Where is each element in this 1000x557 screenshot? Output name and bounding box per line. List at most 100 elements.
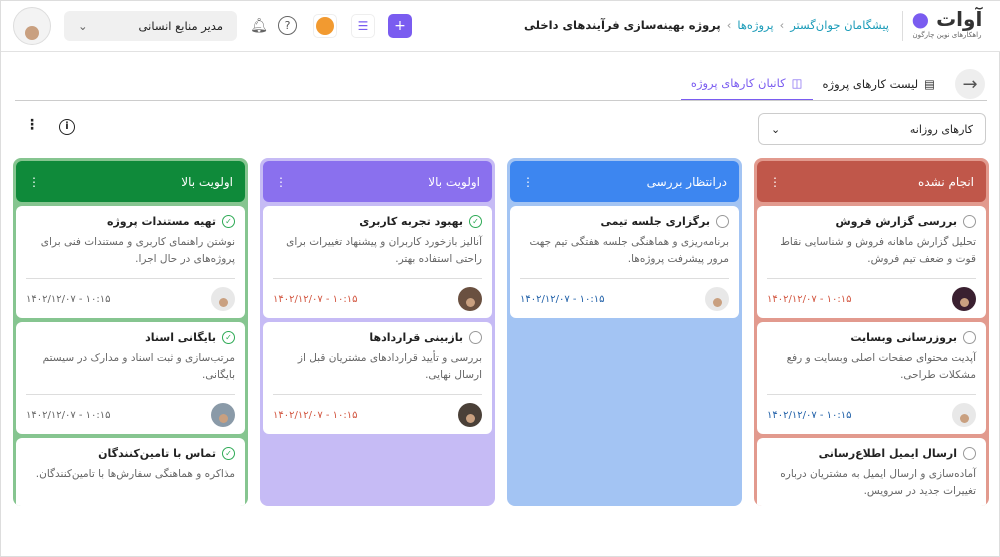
breadcrumb-current: پروژه بهینه‌سازی فرآیندهای داخلی bbox=[524, 18, 721, 32]
tab-kanban[interactable]: ◫ کانبان کارهای پروژه bbox=[680, 67, 813, 101]
task-description: برنامه‌ریزی و هماهنگی جلسه هفتگی تیم جهت… bbox=[529, 236, 729, 265]
task-card[interactable]: برگزاری جلسه تیمی برنامه‌ریزی و هماهنگی … bbox=[510, 206, 739, 318]
check-circle-icon[interactable]: ✓ bbox=[469, 215, 482, 228]
circle-icon[interactable] bbox=[469, 331, 482, 344]
notifications-button[interactable]: 🔔︎ bbox=[247, 14, 271, 38]
column-header: اولویت بالا ⋮ bbox=[16, 161, 245, 202]
top-bar: ● آوات راهکارهای نوین چارگون پیشگامان جو… bbox=[1, 1, 1000, 52]
task-title: بروزرسانی وبسایت bbox=[850, 331, 957, 344]
circle-icon[interactable] bbox=[716, 215, 729, 228]
logo[interactable]: ● آوات راهکارهای نوین چارگون bbox=[911, 7, 983, 39]
assignee-avatar bbox=[705, 287, 729, 311]
task-title: بایگانی اسناد bbox=[145, 331, 216, 344]
list-icon: ▤ bbox=[924, 77, 935, 91]
assignee-avatar bbox=[952, 287, 976, 311]
circle-icon[interactable] bbox=[963, 331, 976, 344]
task-date: ۱۴۰۲/۱۲/۰۷ - ۱۰:۱۵ bbox=[26, 409, 111, 421]
assignee-avatar bbox=[952, 403, 976, 427]
task-card[interactable]: ✓ بهبود تجربه کاربری آنالیز بازخورد کارب… bbox=[263, 206, 492, 318]
task-title: تماس با تامین‌کنندگان bbox=[98, 447, 216, 460]
task-title: ارسال ایمیل اطلاع‌رسانی bbox=[818, 447, 957, 460]
more-vertical-icon[interactable]: ⋮ bbox=[769, 174, 781, 189]
chevron-down-icon: ⌄ bbox=[78, 19, 88, 33]
task-card[interactable]: ✓ بایگانی اسناد مرتب‌سازی و ثبت اسناد و … bbox=[16, 322, 245, 434]
check-circle-icon[interactable]: ✓ bbox=[222, 331, 235, 344]
circle-icon[interactable] bbox=[963, 215, 976, 228]
chevron-icon: › bbox=[726, 18, 732, 32]
view-tabs: → ▤ لیست کارهای پروژه ◫ کانبان کارهای پروژ… bbox=[680, 67, 985, 101]
column-title: اولویت بالا bbox=[428, 174, 480, 189]
tab-label: کانبان کارهای پروژه bbox=[690, 76, 786, 90]
assignee-avatar bbox=[458, 403, 482, 427]
kanban-icon: ◫ bbox=[791, 76, 803, 90]
tabs-divider bbox=[15, 100, 987, 101]
column-title: انجام نشده bbox=[918, 174, 974, 189]
task-date: ۱۴۰۲/۱۲/۰۷ - ۱۰:۱۵ bbox=[520, 293, 605, 305]
tab-label: لیست کارهای پروژه bbox=[822, 77, 919, 91]
column-title: درانتظار بررسی bbox=[646, 174, 727, 189]
chevron-icon: › bbox=[779, 18, 785, 32]
task-card[interactable]: ✓ تهیه مستندات پروژه نوشتن راهنمای کاربر… bbox=[16, 206, 245, 318]
assignee-avatar bbox=[458, 287, 482, 311]
task-date: ۱۴۰۲/۱۲/۰۷ - ۱۰:۱۵ bbox=[767, 409, 852, 421]
filter-select[interactable]: کارهای روزانه ⌄ bbox=[758, 113, 986, 145]
kanban-column: درانتظار بررسی ⋮ برگزاری جلسه تیمی برنام… bbox=[507, 158, 742, 506]
task-description: آپدیت محتوای صفحات اصلی وبسایت و رفع مشک… bbox=[786, 352, 976, 381]
task-card[interactable]: بررسی گزارش فروش تحلیل گزارش ماهانه فروش… bbox=[757, 206, 986, 318]
arrow-right-icon: → bbox=[962, 73, 978, 95]
task-description: آنالیز بازخورد کاربران و پیشنهاد تغییرات… bbox=[286, 236, 482, 265]
column-header: درانتظار بررسی ⋮ bbox=[510, 161, 739, 202]
breadcrumb-company[interactable]: پیشگامان جوان‌گستر bbox=[790, 18, 889, 32]
task-date: ۱۴۰۲/۱۲/۰۷ - ۱۰:۱۵ bbox=[273, 293, 358, 305]
column-header: اولویت بالا ⋮ bbox=[263, 161, 492, 202]
task-description: مرتب‌سازی و ثبت اسناد و مدارک در سیستم ب… bbox=[42, 352, 235, 381]
task-description: مذاکره و هماهنگی سفارش‌ها با تامین‌کنندگ… bbox=[35, 468, 235, 480]
tab-list[interactable]: ▤ لیست کارهای پروژه bbox=[813, 67, 946, 101]
column-title: اولویت بالا bbox=[181, 174, 233, 189]
inbox-button[interactable] bbox=[313, 14, 337, 38]
kanban-column: اولویت بالا ⋮ ✓ بهبود تجربه کاربری آنالی… bbox=[260, 158, 495, 506]
task-card[interactable]: بروزرسانی وبسایت آپدیت محتوای صفحات اصلی… bbox=[757, 322, 986, 434]
plus-icon: + bbox=[394, 18, 406, 34]
info-icon[interactable]: i bbox=[59, 119, 75, 135]
task-title: تهیه مستندات پروژه bbox=[106, 215, 216, 228]
more-vertical-icon[interactable]: ⋮ bbox=[25, 117, 39, 133]
role-select[interactable]: مدیر منابع انسانی ⌄ bbox=[64, 11, 237, 41]
chevron-down-icon: ⌄ bbox=[771, 122, 781, 136]
kanban-column: اولویت بالا ⋮ ✓ تهیه مستندات پروژه نوشتن… bbox=[13, 158, 248, 506]
help-icon: ? bbox=[284, 19, 291, 32]
filter-value: کارهای روزانه bbox=[909, 122, 973, 136]
help-button[interactable]: ? bbox=[278, 16, 297, 35]
task-description: نوشتن راهنمای کاربری و مستندات فنی برای … bbox=[40, 236, 235, 265]
task-date: ۱۴۰۲/۱۲/۰۷ - ۱۰:۱۵ bbox=[26, 293, 111, 305]
task-title: بهبود تجربه کاربری bbox=[359, 215, 463, 228]
kanban-column: انجام نشده ⋮ بررسی گزارش فروش تحلیل گزار… bbox=[754, 158, 989, 506]
add-button[interactable]: + bbox=[388, 14, 412, 38]
bell-icon: 🔔︎ bbox=[250, 18, 268, 34]
breadcrumb: پیشگامان جوان‌گستر › پروژه‌ها › پروژه به… bbox=[524, 18, 889, 32]
task-description: بررسی و تأیید قراردادهای مشتریان قبل از … bbox=[297, 352, 482, 381]
task-card[interactable]: ✓ تماس با تامین‌کنندگان مذاکره و هماهنگی… bbox=[16, 438, 245, 506]
back-button[interactable]: → bbox=[955, 69, 985, 99]
assignee-avatar bbox=[211, 287, 235, 311]
tasklist-icon: ☰ bbox=[357, 19, 369, 33]
column-header: انجام نشده ⋮ bbox=[757, 161, 986, 202]
divider bbox=[902, 11, 903, 41]
check-circle-icon[interactable]: ✓ bbox=[222, 447, 235, 460]
user-avatar[interactable] bbox=[13, 7, 51, 45]
task-card[interactable]: ارسال ایمیل اطلاع‌رسانی آماده‌سازی و ارس… bbox=[757, 438, 986, 506]
circle-icon[interactable] bbox=[963, 447, 976, 460]
task-title: بررسی گزارش فروش bbox=[835, 215, 958, 228]
check-circle-icon[interactable]: ✓ bbox=[222, 215, 235, 228]
role-label: مدیر منابع انسانی bbox=[138, 19, 223, 33]
more-vertical-icon[interactable]: ⋮ bbox=[275, 174, 287, 189]
task-card[interactable]: بازبینی قراردادها بررسی و تأیید قرارداده… bbox=[263, 322, 492, 434]
tasks-button[interactable]: ☰ bbox=[351, 14, 375, 38]
breadcrumb-projects[interactable]: پروژه‌ها bbox=[737, 18, 774, 32]
more-vertical-icon[interactable]: ⋮ bbox=[522, 174, 534, 189]
task-title: بازبینی قراردادها bbox=[369, 331, 463, 344]
assignee-avatar bbox=[211, 403, 235, 427]
task-date: ۱۴۰۲/۱۲/۰۷ - ۱۰:۱۵ bbox=[767, 293, 852, 305]
more-vertical-icon[interactable]: ⋮ bbox=[28, 174, 40, 189]
task-date: ۱۴۰۲/۱۲/۰۷ - ۱۰:۱۵ bbox=[273, 409, 358, 421]
